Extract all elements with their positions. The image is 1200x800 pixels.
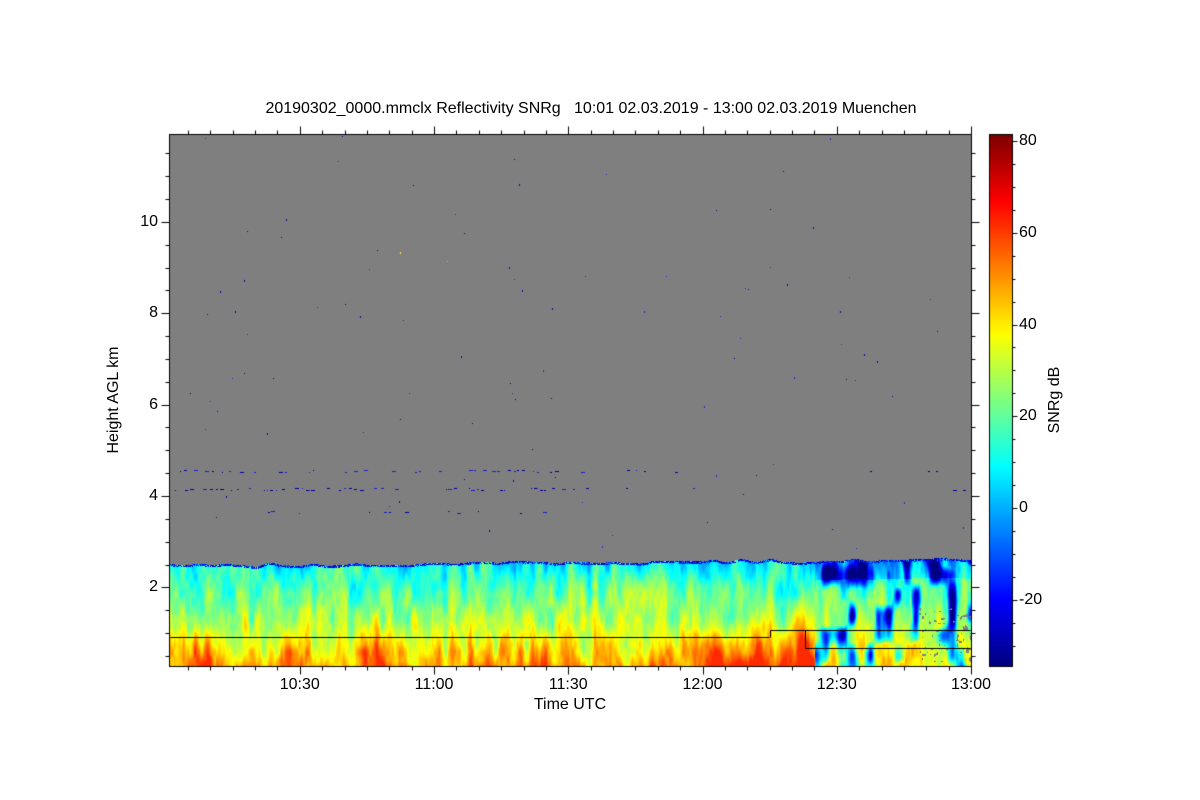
y-tick-label: 8 — [149, 304, 158, 322]
chart-title: 20190302_0000.mmclx Reflectivity SNRg 10… — [265, 100, 917, 117]
y-tick-label: 6 — [149, 395, 158, 413]
x-tick-label: 10:30 — [279, 676, 320, 693]
colorbar-tick-label: 60 — [1019, 223, 1037, 241]
colorbar-label: SNRg dB — [1046, 366, 1063, 434]
y-tick-label: 10 — [140, 212, 158, 230]
y-tick-label: 2 — [149, 578, 158, 596]
x-tick-label: 12:00 — [682, 676, 723, 693]
colorbar-tick-label: 80 — [1019, 131, 1037, 149]
x-tick-label: 11:00 — [414, 676, 454, 693]
x-tick-label: 11:30 — [548, 676, 588, 693]
colorbar-tick-label: 0 — [1019, 499, 1028, 517]
colorbar-tick-label: 20 — [1019, 407, 1037, 425]
colorbar-tick-label: 40 — [1019, 315, 1037, 333]
colorbar-tick-label: -20 — [1019, 590, 1043, 608]
y-tick-label: 4 — [149, 487, 158, 504]
x-tick-label: 13:00 — [950, 676, 992, 693]
x-axis-label: Time UTC — [533, 696, 607, 713]
x-tick-label: 12:30 — [816, 676, 857, 693]
